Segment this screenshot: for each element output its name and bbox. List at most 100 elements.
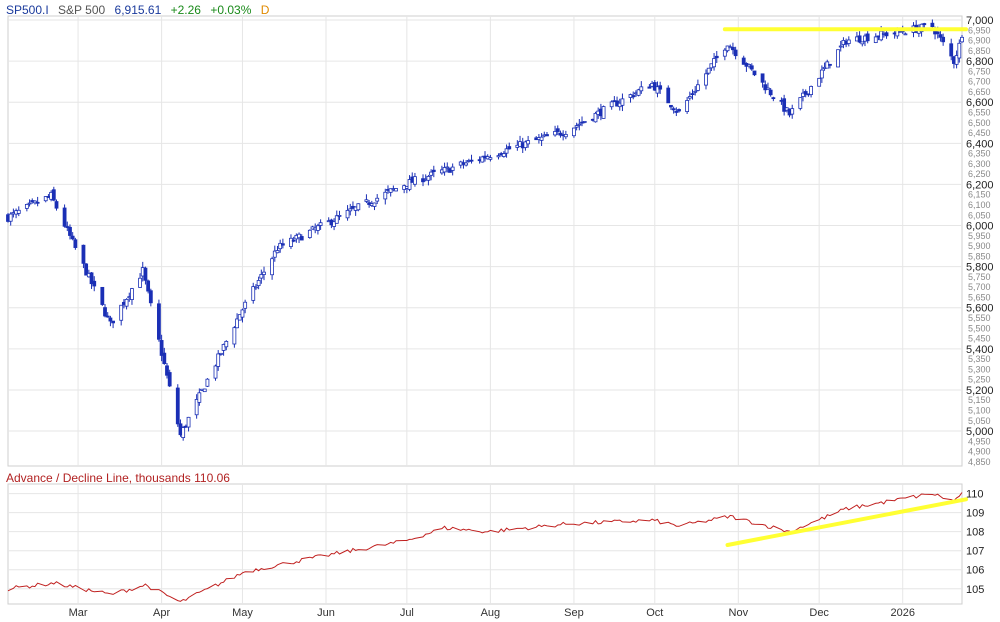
symbol-label[interactable]: SP500.I — [6, 3, 49, 17]
price-candle — [704, 73, 708, 86]
price-candle — [35, 201, 40, 204]
price-candle — [865, 33, 870, 42]
price-y-minor-tick-label: 6,350 — [968, 149, 991, 159]
price-candle — [828, 63, 832, 66]
price-candle — [407, 179, 412, 190]
ad-y-tick-label: 110 — [966, 489, 984, 501]
price-candle — [289, 237, 293, 247]
price-candle — [949, 43, 954, 57]
price-candle — [278, 242, 283, 250]
price-candle — [960, 36, 964, 43]
price-candle — [731, 46, 735, 51]
price-candle — [752, 70, 757, 76]
price-candle — [712, 58, 716, 68]
price-y-minor-tick-label: 6,650 — [968, 87, 991, 97]
price-candle — [526, 140, 531, 145]
price-y-tick-label: 5,800 — [966, 262, 994, 274]
price-y-minor-tick-label: 5,850 — [968, 251, 991, 261]
price-candle — [766, 87, 770, 90]
price-candle — [671, 108, 676, 111]
price-candle — [280, 243, 285, 246]
price-candle — [256, 280, 261, 287]
price-y-minor-tick-label: 5,700 — [968, 282, 991, 292]
price-candle — [259, 274, 264, 279]
price-candle — [817, 77, 822, 87]
price-candle — [92, 280, 97, 287]
price-candle — [167, 372, 172, 387]
price-y-minor-tick-label: 6,750 — [968, 66, 991, 76]
price-y-minor-tick-label: 6,050 — [968, 210, 991, 220]
price-y-minor-tick-label: 5,350 — [968, 354, 991, 364]
price-candle — [674, 111, 679, 113]
price-candle — [496, 155, 501, 158]
price-candle — [836, 49, 840, 68]
price-candle — [930, 22, 935, 28]
price-candle — [658, 85, 663, 90]
price-candle — [148, 290, 153, 304]
price-candle — [647, 86, 652, 89]
price-candle — [364, 199, 369, 202]
price-candle — [809, 86, 813, 95]
price-candle — [669, 104, 673, 108]
price-candle — [216, 353, 221, 367]
price-candle — [124, 298, 129, 307]
price-y-tick-label: 6,400 — [966, 138, 994, 150]
price-candle — [655, 86, 660, 94]
price-y-minor-tick-label: 6,300 — [968, 159, 991, 169]
price-candle — [213, 365, 218, 379]
price-candle — [348, 208, 353, 212]
price-candle — [620, 98, 625, 106]
price-candle — [846, 39, 851, 44]
index-name: S&P 500 — [58, 3, 106, 17]
price-candle — [445, 166, 450, 169]
price-candle — [202, 388, 207, 393]
price-candle — [879, 30, 884, 41]
price-candle — [165, 365, 169, 376]
price-candle — [903, 33, 908, 36]
price-candle — [388, 188, 393, 193]
price-candle — [375, 197, 380, 202]
price-candle — [693, 90, 698, 93]
price-candle — [469, 159, 474, 162]
price-candle — [105, 315, 110, 318]
price-candle — [582, 121, 587, 123]
price-candle — [332, 221, 336, 227]
price-candle — [553, 131, 557, 136]
price-y-minor-tick-label: 6,250 — [968, 169, 991, 179]
price-candle — [555, 128, 560, 132]
price-candle — [431, 169, 436, 172]
price-candle — [722, 49, 727, 57]
price-candle — [819, 69, 824, 79]
price-candle — [577, 123, 582, 126]
price-candle — [194, 399, 199, 416]
price-candle — [356, 203, 361, 211]
period-label[interactable]: D — [260, 3, 270, 17]
x-tick-label: Jul — [400, 607, 414, 619]
ad-y-tick-label: 107 — [966, 546, 984, 558]
price-candle — [157, 303, 161, 340]
price-y-minor-tick-label: 5,650 — [968, 292, 991, 302]
price-y-minor-tick-label: 6,450 — [968, 128, 991, 138]
price-candle — [957, 42, 962, 59]
price-candle — [695, 84, 700, 91]
price-candle — [574, 125, 579, 128]
price-candle — [27, 202, 32, 205]
price-candle — [507, 146, 512, 150]
price-candle — [545, 134, 549, 137]
price-candle — [636, 89, 641, 96]
price-candle — [8, 213, 13, 222]
price-candle — [218, 352, 223, 355]
price-candle — [838, 45, 843, 48]
price-candle — [563, 133, 568, 138]
price-candles — [6, 19, 964, 441]
price-y-minor-tick-label: 4,950 — [968, 436, 991, 446]
price-candle — [130, 288, 134, 300]
price-candle — [16, 209, 21, 214]
price-candle — [539, 136, 544, 141]
price-candle — [243, 301, 248, 309]
price-candle — [197, 392, 202, 403]
price-y-tick-label: 5,000 — [966, 426, 994, 438]
price-candle — [801, 92, 805, 97]
price-y-minor-tick-label: 6,100 — [968, 200, 991, 210]
